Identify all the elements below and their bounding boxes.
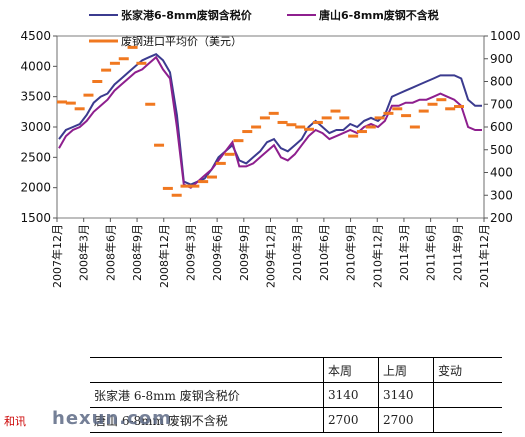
table-header-last-week: 上周	[378, 357, 434, 383]
site-logo: 和讯	[4, 415, 26, 428]
legend: 张家港6-8mm废钢含税价 唐山6-8mm废钢不含税 废钢进口平均价（美元）	[89, 8, 439, 48]
table-header-this-week: 本周	[323, 357, 379, 383]
series-line-tangshan	[58, 55, 482, 189]
left-tick-label: 2500	[20, 150, 51, 164]
table-row: 唐山 6-8mm 废钢不含税 2700 2700	[90, 407, 502, 433]
row-label: 张家港 6-8mm 废钢含税价	[90, 382, 324, 408]
row-last-week: 3140	[378, 382, 434, 408]
left-tick-label: 4500	[20, 29, 51, 43]
weekly-price-table: 本周 上周 变动 张家港 6-8mm 废钢含税价 3140 3140 唐山 6-…	[90, 357, 502, 433]
row-last-week: 2700	[378, 407, 434, 433]
row-change	[433, 407, 502, 433]
x-tick-label: 2009年12月	[264, 224, 278, 288]
right-tick-label: 700	[490, 97, 513, 111]
left-tick-label: 4000	[20, 59, 51, 73]
x-axis-ticks: 2007年12月 2008年3月 2008年6月 2008年9月 2008年12月 200…	[50, 218, 491, 288]
left-tick-label: 3000	[20, 120, 51, 134]
series-line-zhangjiagang	[58, 53, 482, 186]
left-tick-label: 1500	[20, 211, 51, 225]
right-tick-label: 300	[490, 188, 513, 202]
left-axis-ticks: 1500 2000 2500 3000 3500 4000 4500	[20, 29, 57, 225]
table-header-blank	[90, 357, 324, 383]
table-header-row: 本周 上周 变动	[90, 357, 502, 383]
x-tick-label: 2008年3月	[77, 224, 91, 281]
x-tick-label: 2011年12月	[477, 224, 491, 288]
series-layer	[57, 45, 482, 197]
x-tick-label: 2010年3月	[290, 224, 304, 281]
x-tick-label: 2009年9月	[237, 224, 251, 281]
right-tick-label: 800	[490, 75, 513, 89]
x-tick-label: 2010年9月	[344, 224, 358, 281]
row-this-week: 2700	[323, 407, 379, 433]
x-tick-label: 2010年6月	[317, 224, 331, 281]
right-tick-label: 1000	[490, 29, 521, 43]
x-tick-label: 2010年12月	[370, 224, 384, 288]
plot-area	[56, 35, 485, 219]
x-tick-label: 2011年9月	[450, 224, 464, 281]
x-tick-label: 2011年6月	[424, 224, 438, 281]
x-tick-label: 2009年6月	[210, 224, 224, 281]
left-tick-label: 2000	[20, 181, 51, 195]
legend-label-zhangjiagang: 张家港6-8mm废钢含税价	[121, 8, 253, 22]
left-tick-label: 3500	[20, 90, 51, 104]
x-tick-label: 2008年12月	[157, 224, 171, 288]
row-label: 唐山 6-8mm 废钢不含税	[90, 407, 324, 433]
row-this-week: 3140	[323, 382, 379, 408]
right-tick-label: 600	[490, 120, 513, 134]
right-tick-label: 900	[490, 52, 513, 66]
legend-label-import: 废钢进口平均价（美元）	[121, 34, 242, 48]
x-tick-label: 2009年3月	[183, 224, 197, 281]
row-change	[433, 382, 502, 408]
x-tick-label: 2008年9月	[130, 224, 144, 281]
right-tick-label: 500	[490, 143, 513, 157]
x-tick-label: 2007年12月	[50, 224, 64, 288]
price-line-chart: 张家港6-8mm废钢含税价 唐山6-8mm废钢不含税 废钢进口平均价（美元） 1…	[20, 8, 521, 288]
legend-label-tangshan: 唐山6-8mm废钢不含税	[319, 8, 439, 22]
x-tick-label: 2011年3月	[397, 224, 411, 281]
right-axis-ticks: 200 300 400 500 600 700 800 900 1000	[484, 29, 521, 225]
right-tick-label: 400	[490, 166, 513, 180]
right-tick-label: 200	[490, 211, 513, 225]
table-row: 张家港 6-8mm 废钢含税价 3140 3140	[90, 382, 502, 408]
watermark-text: hexun.com	[52, 408, 172, 429]
table-header-change: 变动	[433, 357, 502, 383]
x-tick-label: 2008年6月	[103, 224, 117, 281]
